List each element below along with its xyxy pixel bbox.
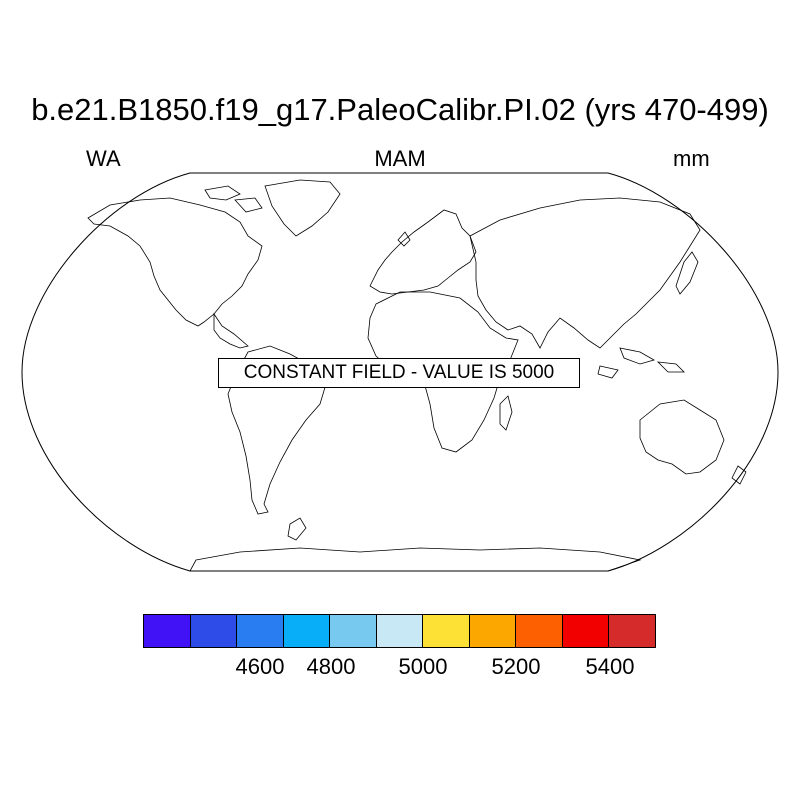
coastlines xyxy=(87,179,747,572)
colorbar-box xyxy=(376,615,424,647)
colorbar-box xyxy=(562,615,610,647)
colorbar-tick-label: 4600 xyxy=(235,654,285,679)
colorbar-tick-label: 5000 xyxy=(398,654,448,679)
colorbar-box xyxy=(190,615,238,647)
coastline-north-america xyxy=(87,197,263,327)
colorbar-tick-label: 4800 xyxy=(306,654,356,679)
colorbar-box xyxy=(516,615,563,647)
plot-title: b.e21.B1850.f19_g17.PaleoCalibr.PI.02 (y… xyxy=(31,92,769,127)
season-label: MAM xyxy=(374,146,426,171)
coastline-greenland xyxy=(264,179,341,237)
units-label: mm xyxy=(673,146,710,171)
colorbar xyxy=(143,614,656,648)
colorbar-box xyxy=(609,615,656,647)
colorbar-box xyxy=(283,615,331,647)
colorbar-tick-label: 5400 xyxy=(585,654,635,679)
colorbar-box xyxy=(237,615,284,647)
colorbar-box xyxy=(330,615,377,647)
coastline-antarctica xyxy=(189,547,642,572)
colorbar-box xyxy=(144,615,191,647)
coastline-australia xyxy=(639,399,725,475)
colorbar-box xyxy=(423,615,470,647)
variable-label: WA xyxy=(86,146,121,171)
colorbar-tick-label: 5200 xyxy=(491,654,541,679)
colorbar-box xyxy=(469,615,517,647)
constant-field-notice: CONSTANT FIELD - VALUE IS 5000 xyxy=(218,358,580,388)
coastline-asia xyxy=(469,197,701,349)
